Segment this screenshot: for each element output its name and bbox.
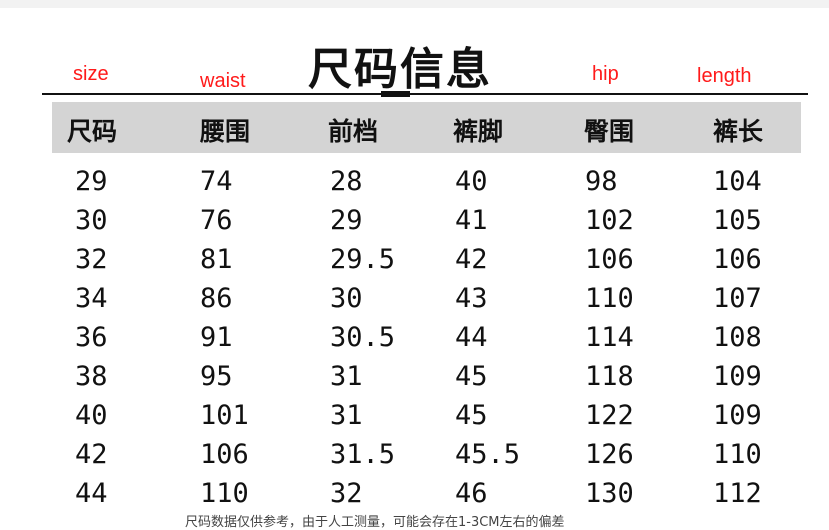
table-cell: 31.5 bbox=[330, 439, 396, 470]
annotation-size: size bbox=[73, 63, 109, 85]
table-cell: 104 bbox=[713, 166, 762, 197]
table-cell: 112 bbox=[713, 478, 762, 509]
table-cell: 95 bbox=[200, 361, 233, 392]
table-cell: 98 bbox=[585, 166, 618, 197]
table-cell: 32 bbox=[330, 478, 363, 509]
table-cell: 114 bbox=[585, 322, 634, 353]
table-cell: 29 bbox=[330, 205, 363, 236]
table-cell: 76 bbox=[200, 205, 233, 236]
table-cell: 43 bbox=[455, 283, 488, 314]
table-cell: 28 bbox=[330, 166, 363, 197]
top-strip bbox=[0, 0, 829, 8]
table-cell: 31 bbox=[330, 400, 363, 431]
annotation-hip: hip bbox=[592, 63, 619, 85]
table-cell: 110 bbox=[713, 439, 762, 470]
table-cell: 40 bbox=[75, 400, 108, 431]
table-cell: 126 bbox=[585, 439, 634, 470]
table-cell: 74 bbox=[200, 166, 233, 197]
table-cell: 118 bbox=[585, 361, 634, 392]
column-header: 裤长 bbox=[713, 117, 764, 146]
table-cell: 44 bbox=[455, 322, 488, 353]
table-cell: 30 bbox=[75, 205, 108, 236]
column-header: 前档 bbox=[328, 117, 379, 146]
table-cell: 108 bbox=[713, 322, 762, 353]
table-cell: 32 bbox=[75, 244, 108, 275]
table-cell: 122 bbox=[585, 400, 634, 431]
annotation-waist: waist bbox=[200, 70, 246, 92]
table-cell: 86 bbox=[200, 283, 233, 314]
table-cell: 30 bbox=[330, 283, 363, 314]
table-cell: 106 bbox=[713, 244, 762, 275]
divider bbox=[42, 93, 808, 95]
column-header: 裤脚 bbox=[453, 117, 504, 146]
table-cell: 109 bbox=[713, 400, 762, 431]
table-cell: 45 bbox=[455, 400, 488, 431]
table-cell: 102 bbox=[585, 205, 634, 236]
table-cell: 44 bbox=[75, 478, 108, 509]
table-cell: 107 bbox=[713, 283, 762, 314]
table-cell: 45 bbox=[455, 361, 488, 392]
table-cell: 91 bbox=[200, 322, 233, 353]
table-cell: 40 bbox=[455, 166, 488, 197]
table-cell: 110 bbox=[200, 478, 249, 509]
table-cell: 81 bbox=[200, 244, 233, 275]
table-cell: 130 bbox=[585, 478, 634, 509]
table-cell: 41 bbox=[455, 205, 488, 236]
table-cell: 110 bbox=[585, 283, 634, 314]
annotation-length: length bbox=[697, 65, 752, 87]
table-header bbox=[52, 102, 801, 153]
divider-accent bbox=[381, 91, 410, 97]
table-cell: 46 bbox=[455, 478, 488, 509]
table-cell: 31 bbox=[330, 361, 363, 392]
table-cell: 105 bbox=[713, 205, 762, 236]
table-cell: 101 bbox=[200, 400, 249, 431]
column-header: 臀围 bbox=[584, 117, 635, 146]
table-cell: 34 bbox=[75, 283, 108, 314]
table-cell: 38 bbox=[75, 361, 108, 392]
table-cell: 106 bbox=[200, 439, 249, 470]
table-cell: 42 bbox=[75, 439, 108, 470]
table-cell: 30.5 bbox=[330, 322, 396, 353]
table-cell: 45.5 bbox=[455, 439, 521, 470]
column-header: 尺码 bbox=[67, 117, 118, 146]
column-header: 腰围 bbox=[200, 117, 251, 146]
table-cell: 42 bbox=[455, 244, 488, 275]
table-cell: 29 bbox=[75, 166, 108, 197]
table-cell: 109 bbox=[713, 361, 762, 392]
footnote: 尺码数据仅供参考，由于人工测量，可能会存在1-3CM左右的偏差 bbox=[185, 515, 565, 530]
page-title: 尺码信息 bbox=[308, 44, 492, 95]
table-cell: 106 bbox=[585, 244, 634, 275]
table-cell: 29.5 bbox=[330, 244, 396, 275]
table-cell: 36 bbox=[75, 322, 108, 353]
